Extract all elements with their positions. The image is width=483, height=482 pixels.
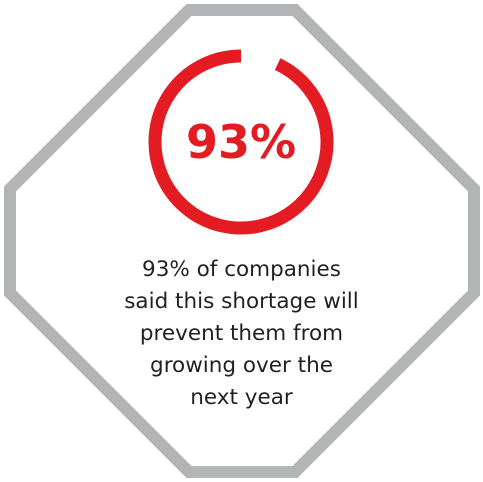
caption-line-2: said this shortage will [124, 289, 359, 314]
caption-line-3: prevent them from [139, 321, 344, 346]
caption-line-4: growing over the [150, 353, 333, 378]
stat-caption: 93% of companies said this shortage will… [96, 254, 387, 414]
caption-line-5: next year [190, 385, 293, 410]
percentage-value: 93% [185, 115, 297, 169]
progress-ring-arc [148, 49, 334, 235]
octagon-outline [4, 4, 480, 478]
caption-line-1: 93% of companies [142, 257, 341, 282]
